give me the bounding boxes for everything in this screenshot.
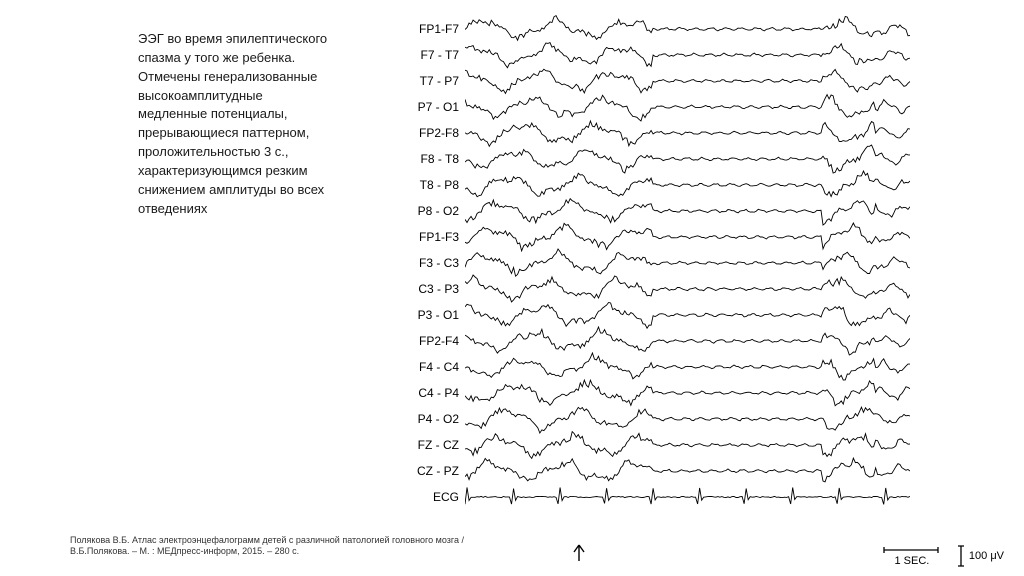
description-text: ЭЭГ во время эпилептического спазма у то…	[138, 30, 328, 218]
amplitude-scale-label: 100 μV	[969, 550, 1004, 562]
channel-label: CZ - PZ	[400, 464, 465, 478]
scale-legend: 1 SEC. 100 μV	[882, 544, 1004, 568]
channel-label: F7 - T7	[400, 48, 465, 62]
event-arrow-marker	[570, 543, 588, 570]
channel-label: FZ - CZ	[400, 438, 465, 452]
eeg-trace	[465, 482, 910, 512]
channel-label: T7 - P7	[400, 74, 465, 88]
channel-label: FP2-F4	[400, 334, 465, 348]
channel-label: T8 - P8	[400, 178, 465, 192]
channel-label: FP1-F7	[400, 22, 465, 36]
time-scale: 1 SEC.	[882, 545, 942, 567]
eeg-channel-row: ECG	[400, 482, 910, 512]
time-scale-label: 1 SEC.	[894, 555, 929, 567]
channel-label: ECG	[400, 490, 465, 504]
channel-label: F3 - C3	[400, 256, 465, 270]
channel-label: FP2-F8	[400, 126, 465, 140]
channel-label: P4 - O2	[400, 412, 465, 426]
channel-label: P8 - O2	[400, 204, 465, 218]
channel-label: C4 - P4	[400, 386, 465, 400]
eeg-chart: FP1-F7 F7 - T7 T7 - P7 P7 - O1 FP2-F8 F8 - T8…	[400, 8, 910, 548]
channel-label: F8 - T8	[400, 152, 465, 166]
channel-label: P3 - O1	[400, 308, 465, 322]
channel-label: FP1-F3	[400, 230, 465, 244]
channel-label: P7 - O1	[400, 100, 465, 114]
amplitude-scale: 100 μV	[956, 544, 1004, 568]
channel-label: C3 - P3	[400, 282, 465, 296]
channel-label: F4 - C4	[400, 360, 465, 374]
